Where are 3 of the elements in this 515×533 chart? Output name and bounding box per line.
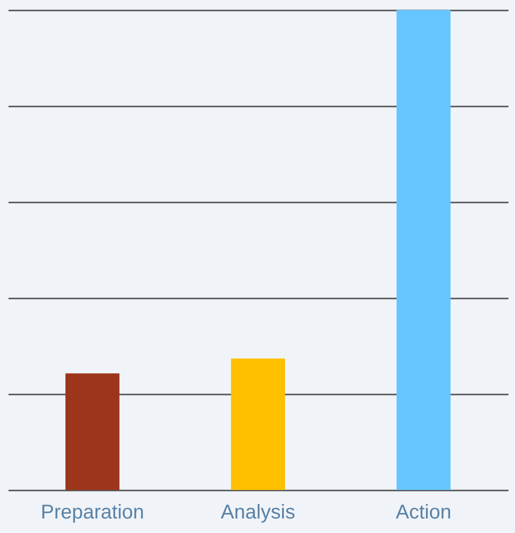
x-tick-label: Preparation xyxy=(40,502,144,524)
x-tick-label: Action xyxy=(396,502,452,524)
x-tick-label: Analysis xyxy=(220,502,296,524)
